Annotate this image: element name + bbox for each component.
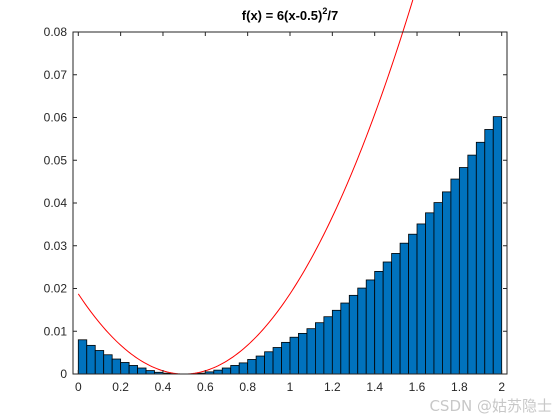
bar [255, 355, 265, 375]
y-tick-label: 0.04 [44, 196, 68, 210]
bar [77, 339, 88, 375]
x-tick-label: 2 [498, 380, 505, 394]
bar [331, 309, 342, 375]
bar [365, 279, 376, 375]
x-axis: 0 0.2 0.4 0.6 0.8 1 1.2 1.4 1.6 1.8 2 [75, 32, 505, 394]
x-tick-label: 1.2 [324, 380, 341, 394]
y-tick-label: 0.03 [44, 239, 68, 253]
bar [86, 344, 96, 375]
x-tick-label: 1.4 [366, 380, 383, 394]
bar [323, 316, 333, 375]
bar [399, 242, 409, 375]
bar [391, 253, 401, 375]
bar [145, 370, 155, 375]
bar [289, 336, 299, 375]
bar [315, 322, 325, 375]
y-tick-label: 0.01 [44, 324, 68, 338]
bar [374, 270, 384, 375]
y-tick-label: 0 [60, 367, 67, 381]
bar [416, 223, 426, 375]
bar [264, 351, 274, 375]
y-tick-label: 0.02 [44, 282, 68, 296]
bar [238, 362, 249, 375]
y-axis: 0 0.01 0.02 0.03 0.04 0.05 0.06 0.07 0.08 [44, 25, 507, 381]
x-tick-label: 0.4 [155, 380, 172, 394]
chart-title: f(x) = 6(x-0.5)2/7 [242, 6, 338, 23]
y-tick-label: 0.06 [44, 111, 68, 125]
bar [408, 233, 418, 375]
x-tick-label: 1.8 [451, 380, 468, 394]
x-tick-label: 0.6 [197, 380, 214, 394]
bar [221, 367, 232, 375]
bar [425, 212, 435, 375]
bar [281, 341, 291, 375]
title-main: f(x) = 6(x-0.5) [242, 8, 323, 23]
x-tick-label: 0.8 [239, 380, 256, 394]
bar [103, 354, 113, 375]
bar [442, 191, 452, 375]
bar [247, 359, 257, 375]
bar [348, 294, 359, 375]
bar [272, 347, 282, 375]
bar [306, 328, 316, 375]
watermark: CSDN @姑苏隐士 [429, 397, 552, 415]
x-tick-label: 1 [287, 380, 294, 394]
bar [458, 167, 469, 375]
x-tick-label: 1.6 [409, 380, 426, 394]
bar [213, 369, 223, 375]
y-tick-label: 0.08 [44, 25, 68, 39]
fit-curve [77, 0, 414, 375]
y-tick-label: 0.07 [44, 68, 68, 82]
y-tick-label: 0.05 [44, 153, 68, 167]
bar [111, 358, 122, 375]
bar [475, 141, 486, 375]
bar [357, 287, 367, 375]
bar [298, 332, 308, 375]
title-tail: /7 [327, 8, 338, 23]
bar [450, 178, 460, 375]
bar [120, 362, 130, 375]
bar [433, 202, 443, 375]
bar [94, 350, 105, 375]
bar [128, 365, 138, 375]
x-tick-label: 0 [75, 380, 82, 394]
bar-group [77, 116, 503, 375]
bar [340, 302, 350, 375]
bar [492, 116, 503, 375]
bar [484, 129, 494, 375]
bar [137, 367, 147, 375]
bar [230, 365, 240, 375]
x-tick-label: 0.2 [112, 380, 129, 394]
bar [382, 261, 393, 375]
bar [467, 154, 477, 375]
title-superscript: 2 [322, 6, 327, 16]
